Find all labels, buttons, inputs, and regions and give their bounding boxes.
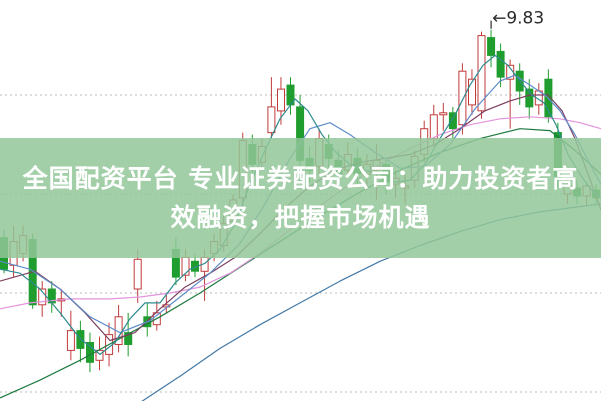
headline-line-2: 效融资，把握市场机遇 <box>170 203 431 232</box>
headline-line-1: 全国配资平台 专业证券配资公司：助力投资者高 <box>22 164 579 193</box>
price-annotation: ←9.83 <box>490 9 544 29</box>
headline-banner: 全国配资平台 专业证券配资公司：助力投资者高 效融资，把握市场机遇 <box>0 138 601 258</box>
ma-line-blue <box>0 74 601 334</box>
price-annotation-label: ←9.83 <box>492 9 544 29</box>
